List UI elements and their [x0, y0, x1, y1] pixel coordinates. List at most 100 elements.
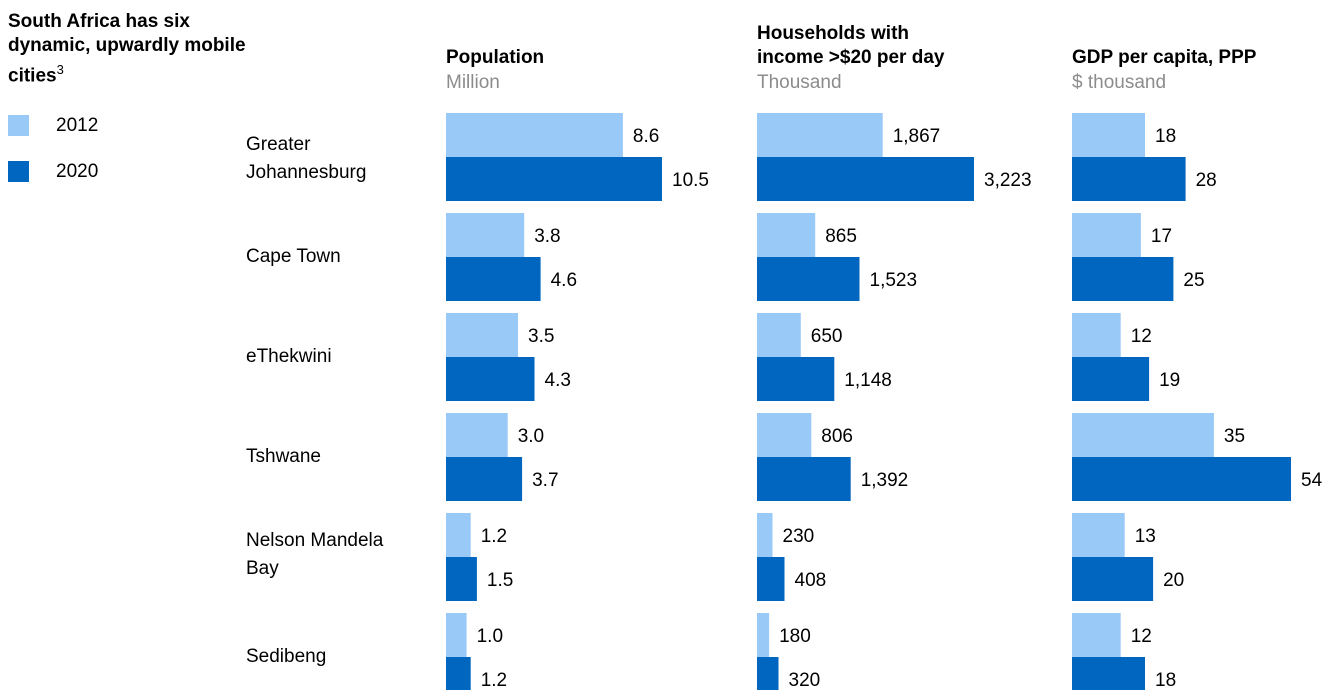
data-label-ethekwini-2020-panel2: 1,148 [844, 370, 892, 391]
bar-ethekwini-2012-panel1 [446, 313, 518, 357]
bar-tshwane-2012-panel2 [757, 413, 812, 457]
data-label-cape-town-2020-panel1: 4.6 [551, 270, 577, 291]
data-label-tshwane-2020-panel3: 54 [1301, 470, 1323, 491]
category-label-line: Tshwane [246, 446, 321, 467]
bar-cape-town-2020-panel3 [1072, 257, 1174, 301]
bar-ethekwini-2020-panel2 [757, 357, 835, 401]
data-label-tshwane-2012-panel1: 3.0 [518, 426, 544, 447]
data-label-sedibeng-2020-panel2: 320 [789, 670, 821, 690]
bar-greater-johannesburg-2012-panel3 [1072, 113, 1145, 157]
data-label-nelson-mandela-bay-2012-panel3: 13 [1135, 526, 1156, 547]
bar-cape-town-2012-panel2 [757, 213, 816, 257]
category-label-ethekwini: eThekwini [246, 343, 332, 371]
category-label-line: Johannesburg [246, 162, 367, 183]
legend-swatch-2020 [8, 161, 29, 182]
data-label-ethekwini-2012-panel3: 12 [1131, 326, 1152, 347]
bar-greater-johannesburg-2020-panel1 [446, 157, 662, 201]
bar-tshwane-2020-panel1 [446, 457, 523, 501]
bar-ethekwini-2020-panel1 [446, 357, 535, 401]
bar-greater-johannesburg-2012-panel1 [446, 113, 623, 157]
category-label-line: Greater [246, 134, 311, 155]
bar-nelson-mandela-bay-2012-panel3 [1072, 513, 1125, 557]
data-label-sedibeng-2020-panel3: 18 [1155, 670, 1176, 690]
panel-title-line: GDP per capita, PPP [1072, 47, 1257, 68]
data-label-cape-town-2012-panel1: 3.8 [534, 226, 560, 247]
data-label-ethekwini-2020-panel3: 19 [1159, 370, 1180, 391]
data-label-nelson-mandela-bay-2012-panel2: 230 [783, 526, 815, 547]
panel-title-population: Population [446, 46, 544, 70]
bar-tshwane-2020-panel3 [1072, 457, 1291, 501]
data-label-greater-johannesburg-2012-panel2: 1,867 [893, 126, 941, 147]
panel-title-line: Households with [757, 23, 909, 44]
panel-title-line: Population [446, 47, 545, 68]
title-footnote: 3 [56, 62, 64, 77]
legend-swatch-2012 [8, 115, 29, 136]
data-label-tshwane-2012-panel2: 806 [821, 426, 853, 447]
bar-ethekwini-2012-panel2 [757, 313, 801, 357]
bar-nelson-mandela-bay-2020-panel2 [757, 557, 785, 601]
bar-nelson-mandela-bay-2012-panel1 [446, 513, 471, 557]
bar-nelson-mandela-bay-2012-panel2 [757, 513, 773, 557]
data-label-cape-town-2012-panel3: 17 [1151, 226, 1172, 247]
bar-cape-town-2020-panel1 [446, 257, 541, 301]
category-label-line: Bay [246, 558, 279, 579]
category-label-cape-town: Cape Town [246, 243, 341, 271]
bar-greater-johannesburg-2020-panel2 [757, 157, 974, 201]
data-label-tshwane-2012-panel3: 35 [1224, 426, 1245, 447]
data-label-ethekwini-2020-panel1: 4.3 [545, 370, 571, 391]
data-label-greater-johannesburg-2020-panel2: 3,223 [984, 170, 1032, 191]
bar-cape-town-2012-panel1 [446, 213, 525, 257]
data-label-sedibeng-2012-panel3: 12 [1131, 626, 1152, 647]
panel-title-line: income >$20 per day [757, 47, 945, 68]
bar-sedibeng-2020-panel3 [1072, 657, 1145, 690]
legend-label-2020: 2020 [56, 161, 99, 182]
data-label-nelson-mandela-bay-2020-panel1: 1.5 [487, 570, 513, 591]
data-label-sedibeng-2012-panel2: 180 [779, 626, 811, 647]
category-label-line: eThekwini [246, 346, 332, 367]
bar-ethekwini-2012-panel3 [1072, 313, 1121, 357]
bar-sedibeng-2012-panel3 [1072, 613, 1121, 657]
bar-sedibeng-2012-panel1 [446, 613, 467, 657]
bar-tshwane-2012-panel1 [446, 413, 508, 457]
legend-label-2012: 2012 [56, 115, 99, 136]
bar-cape-town-2012-panel3 [1072, 213, 1141, 257]
data-label-greater-johannesburg-2012-panel1: 8.6 [633, 126, 659, 147]
data-label-greater-johannesburg-2020-panel1: 10.5 [672, 170, 709, 191]
category-label-line: Cape Town [246, 246, 341, 267]
data-label-nelson-mandela-bay-2012-panel1: 1.2 [481, 526, 507, 547]
category-label-tshwane: Tshwane [246, 443, 321, 471]
data-label-cape-town-2020-panel2: 1,523 [870, 270, 918, 291]
data-label-tshwane-2020-panel2: 1,392 [861, 470, 909, 491]
data-label-ethekwini-2012-panel2: 650 [811, 326, 843, 347]
category-label-nelson-mandela-bay: Nelson Mandela Bay [246, 527, 383, 583]
panel-unit-population: Million [446, 72, 500, 93]
data-label-nelson-mandela-bay-2020-panel3: 20 [1163, 570, 1184, 591]
bar-cape-town-2020-panel2 [757, 257, 860, 301]
data-label-nelson-mandela-bay-2020-panel2: 408 [795, 570, 827, 591]
bar-sedibeng-2020-panel2 [757, 657, 779, 690]
data-label-ethekwini-2012-panel1: 3.5 [528, 326, 554, 347]
bar-tshwane-2020-panel2 [757, 457, 851, 501]
data-label-cape-town-2020-panel3: 25 [1183, 270, 1204, 291]
bar-sedibeng-2020-panel1 [446, 657, 471, 690]
bar-nelson-mandela-bay-2020-panel3 [1072, 557, 1154, 601]
data-label-cape-town-2012-panel2: 865 [825, 226, 857, 247]
panel-unit-gdp: $ thousand [1072, 72, 1167, 93]
category-label-line: Sedibeng [246, 646, 327, 667]
bar-ethekwini-2020-panel3 [1072, 357, 1150, 401]
bar-tshwane-2012-panel3 [1072, 413, 1214, 457]
category-label-greater-johannesburg: Greater Johannesburg [246, 131, 366, 187]
panel-title-households: Households with income >$20 per day [757, 22, 944, 70]
category-label-sedibeng: Sedibeng [246, 643, 326, 671]
panel-title-gdp: GDP per capita, PPP [1072, 46, 1256, 70]
data-label-sedibeng-2012-panel1: 1.0 [477, 626, 503, 647]
bar-greater-johannesburg-2012-panel2 [757, 113, 883, 157]
panel-unit-households: Thousand [757, 72, 842, 93]
bar-nelson-mandela-bay-2020-panel1 [446, 557, 477, 601]
chart-title: South Africa has six dynamic, upwardly m… [8, 10, 248, 88]
category-label-line: Nelson Mandela [246, 530, 384, 551]
bar-greater-johannesburg-2020-panel3 [1072, 157, 1186, 201]
bar-sedibeng-2012-panel2 [757, 613, 770, 657]
data-label-greater-johannesburg-2012-panel3: 18 [1155, 126, 1176, 147]
